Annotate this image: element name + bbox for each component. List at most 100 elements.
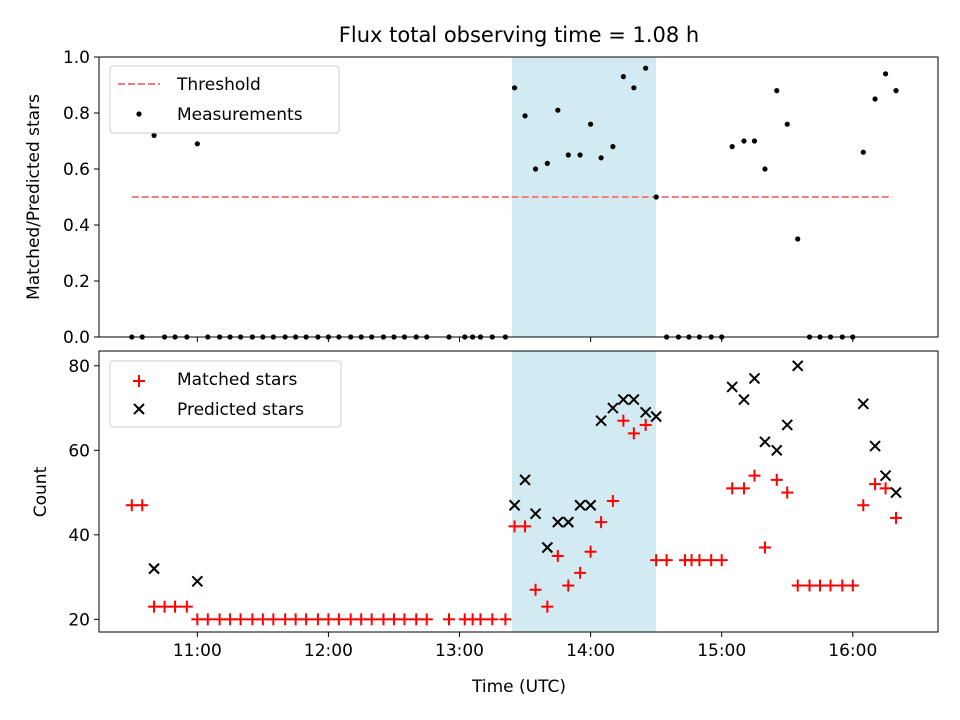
predicted-star-point bbox=[519, 474, 531, 486]
measurement-point bbox=[751, 138, 758, 144]
matched-star-point bbox=[824, 579, 837, 592]
matched-star-point bbox=[574, 566, 587, 579]
matched-star-point bbox=[846, 579, 859, 592]
x-tick-label: 16:00 bbox=[828, 641, 877, 661]
matched-star-point bbox=[748, 469, 761, 482]
measurement-point bbox=[872, 96, 878, 102]
measurement-point bbox=[555, 107, 561, 113]
predicted-star-point bbox=[574, 499, 586, 511]
predicted-star-point bbox=[595, 415, 607, 427]
y-tick-label: 80 bbox=[68, 357, 90, 377]
matched-star-point bbox=[836, 579, 849, 592]
matched-star-point bbox=[508, 520, 521, 533]
predicted-star-point bbox=[148, 562, 160, 575]
matched-star-point bbox=[562, 579, 575, 592]
measurement-point bbox=[784, 121, 790, 127]
predicted-star-point bbox=[508, 499, 521, 511]
predicted-star-point bbox=[890, 486, 902, 499]
matched-star-point bbox=[180, 600, 193, 613]
matched-star-point bbox=[410, 613, 423, 626]
measurement-point bbox=[860, 149, 866, 155]
bottom-legend-box bbox=[109, 360, 342, 428]
y-tick-label: 0.0 bbox=[63, 328, 90, 348]
measurement-point bbox=[577, 152, 583, 158]
predicted-star-point bbox=[552, 516, 564, 528]
bottom-xlabel: Time (UTC) bbox=[471, 677, 566, 697]
matched-star-point bbox=[213, 613, 226, 626]
matched-star-point bbox=[169, 600, 182, 613]
matched-star-point bbox=[256, 613, 269, 626]
matched-star-point bbox=[289, 613, 302, 626]
matched-star-point bbox=[595, 516, 608, 529]
matched-star-point bbox=[693, 554, 706, 567]
matched-star-point bbox=[791, 579, 804, 592]
matched-star-point bbox=[758, 541, 771, 554]
x-tick-label: 13:00 bbox=[435, 641, 484, 661]
predicted-star-point bbox=[529, 507, 542, 520]
matched-star-point bbox=[420, 613, 433, 626]
matched-star-point bbox=[770, 473, 783, 486]
legend-predicted-swatch bbox=[133, 403, 145, 415]
measurement-point bbox=[795, 236, 801, 242]
matched-star-point bbox=[529, 583, 542, 596]
measurement-point bbox=[151, 132, 157, 138]
matched-star-point bbox=[344, 613, 357, 626]
matched-star-point bbox=[617, 414, 630, 427]
matched-star-point bbox=[398, 613, 411, 626]
predicted-star-point bbox=[650, 410, 662, 423]
predicted-star-point bbox=[792, 360, 804, 372]
predicted-star-point bbox=[191, 575, 204, 588]
y-tick-label: 60 bbox=[68, 441, 90, 461]
matched-star-point bbox=[551, 549, 564, 562]
matched-star-point bbox=[377, 613, 390, 626]
matched-star-point bbox=[267, 613, 280, 626]
legend-measurements-label: Measurements bbox=[177, 105, 303, 125]
matched-star-point bbox=[158, 600, 171, 613]
matched-star-point bbox=[869, 478, 882, 491]
y-tick-label: 0.6 bbox=[63, 160, 90, 180]
matched-star-point bbox=[365, 613, 378, 626]
measurement-point bbox=[643, 65, 649, 71]
matched-star-point bbox=[737, 482, 750, 495]
top-legend-box bbox=[109, 65, 340, 134]
y-tick-label: 0.4 bbox=[63, 216, 90, 236]
matched-star-point bbox=[890, 511, 903, 524]
legend-measurements-swatch bbox=[136, 111, 142, 117]
predicted-star-point bbox=[617, 393, 630, 406]
matched-star-point bbox=[387, 613, 400, 626]
matched-star-point bbox=[234, 613, 247, 626]
matched-star-point bbox=[486, 613, 499, 626]
y-tick-label: 0.2 bbox=[63, 272, 90, 292]
matched-star-point bbox=[639, 418, 652, 431]
matched-star-point bbox=[125, 499, 138, 512]
measurement-point bbox=[532, 166, 539, 172]
measurement-point bbox=[729, 144, 735, 150]
top-legend: Threshold Measurements bbox=[109, 65, 340, 134]
measurement-point bbox=[588, 121, 594, 127]
matched-star-point bbox=[279, 613, 292, 626]
matched-star-point bbox=[355, 613, 368, 626]
predicted-star-point bbox=[781, 419, 793, 431]
matched-star-point bbox=[627, 427, 640, 440]
measurement-point bbox=[774, 88, 780, 94]
matched-star-point bbox=[224, 613, 237, 626]
predicted-star-point bbox=[771, 444, 783, 457]
matched-star-point bbox=[201, 613, 214, 626]
legend-matched-swatch bbox=[133, 375, 145, 387]
x-tick-label: 14:00 bbox=[566, 641, 615, 661]
bottom-axes-frame bbox=[98, 350, 939, 633]
measurement-point bbox=[610, 144, 616, 150]
matched-star-point bbox=[705, 554, 718, 567]
y-tick-label: 1.0 bbox=[63, 48, 90, 68]
predicted-star-point bbox=[541, 541, 554, 554]
matched-star-point bbox=[322, 613, 335, 626]
matched-star-point bbox=[584, 545, 597, 558]
matched-star-point bbox=[474, 613, 487, 626]
bottom-ylabel: Count bbox=[31, 466, 51, 517]
bottom-legend: Matched stars Predicted stars bbox=[109, 360, 342, 428]
legend-threshold-label: Threshold bbox=[176, 75, 261, 95]
x-tick-label: 15:00 bbox=[697, 641, 746, 661]
predicted-star-point bbox=[748, 372, 761, 385]
